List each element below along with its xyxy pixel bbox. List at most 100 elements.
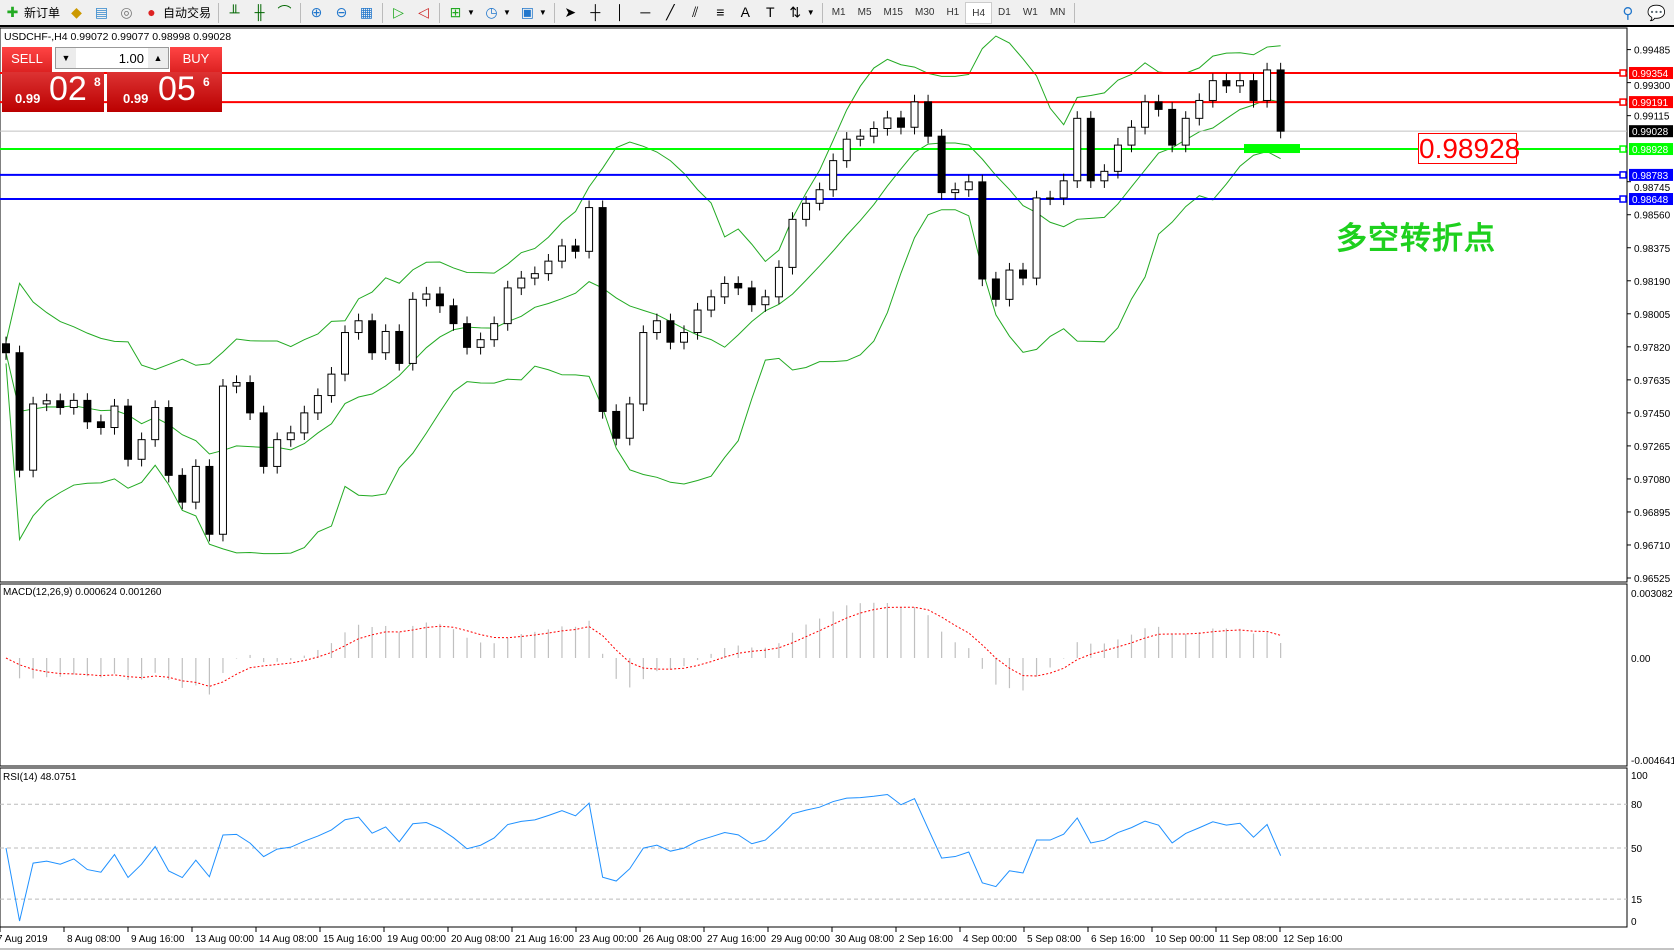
candle-body (883, 117, 892, 130)
buy-button[interactable]: BUY (170, 47, 222, 72)
zoom-in-button[interactable]: ⊕ (304, 1, 329, 25)
timeframe-mn[interactable]: MN (1049, 6, 1066, 18)
separator (553, 2, 555, 23)
candle-body (774, 266, 783, 298)
candle-body (503, 287, 512, 325)
rsi-label: RSI(14) 48.0751 (3, 772, 77, 783)
annotation-text[interactable]: 多空转折点 (1336, 221, 1496, 257)
candle-chart-button[interactable]: ╫ (247, 1, 272, 25)
candle-body (869, 128, 878, 137)
candle-body (218, 385, 227, 535)
candle-body (1086, 117, 1095, 182)
crosshair-icon: ┼ (590, 4, 601, 20)
candle-body (707, 296, 716, 311)
price-tick-label: 0.97450 (1634, 409, 1671, 420)
candle-body (110, 405, 119, 429)
lot-stepper[interactable]: ▼ ▲ (55, 47, 169, 69)
text-button[interactable]: A (733, 1, 758, 25)
candle-body (924, 101, 933, 137)
candle-body (395, 330, 404, 364)
macd-signal-line (5, 606, 1281, 687)
signals-button[interactable]: ◎ (114, 1, 139, 25)
fibonacci-button[interactable]: ≡ (708, 1, 733, 25)
candle-body (734, 282, 743, 289)
price-tick-label: 0.97820 (1634, 343, 1671, 354)
candle-body (598, 207, 607, 412)
candle-body (652, 320, 661, 334)
candle-body (463, 323, 472, 348)
candle-body (1222, 80, 1231, 87)
candle-body (300, 412, 309, 434)
auto-trading-button[interactable]: ● 自动交易 (139, 1, 215, 25)
terminal-button[interactable]: ▤ (89, 1, 114, 25)
search-icon[interactable]: ⚲ (1622, 4, 1634, 22)
candle-body (571, 245, 580, 252)
rsi-tick-label: 80 (1631, 800, 1643, 811)
zoom-out-button[interactable]: ⊖ (329, 1, 354, 25)
separator (218, 2, 220, 23)
periods-button[interactable]: ◷ ▼ (479, 1, 515, 25)
timeframe-m15[interactable]: M15 (883, 6, 903, 18)
lot-increase-icon[interactable]: ▲ (153, 53, 163, 63)
candle-body (286, 432, 295, 441)
toolbar: ✚ 新订单 ◆ ▤ ◎ ● 自动交易 ╨ ╫ ⌒ ⊕ ⊖ ▦ ▷ ◁ ⊞ ▼ ◷ ▼ ▣… (0, 0, 1674, 27)
timeframe-m1[interactable]: M1 (831, 6, 846, 18)
main-chart-frame (0, 27, 1628, 583)
candle-body (666, 320, 675, 343)
vertical-line-button[interactable]: │ (608, 1, 633, 25)
line-chart-button[interactable]: ⌒ (272, 1, 297, 25)
channel-button[interactable]: ⫽ (683, 1, 708, 25)
candle-body (761, 296, 770, 306)
arrows-button[interactable]: ⇅ ▼ (783, 1, 819, 25)
trendline-button[interactable]: ╱ (658, 1, 683, 25)
macd-tick-label: -0.004641 (1631, 756, 1674, 767)
time-label: 15 Aug 16:00 (323, 934, 382, 945)
time-label: 9 Aug 16:00 (131, 934, 185, 945)
candle-body (720, 282, 729, 298)
cursor-button[interactable]: ➤ (558, 1, 583, 25)
candle-body (1059, 180, 1068, 199)
horizontal-line-button[interactable]: ─ (633, 1, 658, 25)
price-annotation-label[interactable]: 0.98928 (1418, 133, 1521, 164)
timeframe-w1[interactable]: W1 (1022, 6, 1038, 18)
separator (439, 2, 441, 23)
crosshair-button[interactable]: ┼ (583, 1, 608, 25)
candle-body (856, 135, 865, 140)
lot-decrease-icon[interactable]: ▼ (61, 53, 71, 63)
timeframe-m30[interactable]: M30 (914, 6, 935, 18)
metaeditor-button[interactable]: ◆ (64, 1, 89, 25)
price-line-label-bg (1629, 168, 1673, 181)
time-label: 30 Aug 08:00 (835, 934, 894, 945)
macd-tick-label: 0.003082 (1631, 589, 1673, 600)
bollinger-middle (5, 98, 1281, 455)
timeframe-d1[interactable]: D1 (998, 6, 1011, 18)
buy-price-button[interactable]: 0.99 05 6 (107, 70, 222, 112)
dropdown-arrow-icon: ▼ (806, 8, 815, 17)
candle-body (1208, 80, 1217, 101)
candle-body (802, 202, 811, 220)
lot-input[interactable] (76, 48, 148, 68)
autoscroll-button[interactable]: ▷ (386, 1, 411, 25)
templates-button[interactable]: ▣ ▼ (515, 1, 551, 25)
candle-body (83, 399, 92, 423)
timeframe-bar: M1 M5 M15 M30 H1 H4 D1 W1 MN (826, 1, 1072, 24)
timeframe-h4[interactable]: H4 (965, 1, 993, 24)
price-tick-label: 0.96895 (1634, 508, 1671, 519)
indicators-button[interactable]: ⊞ ▼ (443, 1, 479, 25)
text-label-button[interactable]: T (758, 1, 783, 25)
bar-chart-button[interactable]: ╨ (222, 1, 247, 25)
new-order-button[interactable]: ✚ 新订单 (0, 1, 64, 25)
separator (821, 2, 823, 23)
price-line-label-bg (1629, 193, 1673, 206)
tile-windows-button[interactable]: ▦ (354, 1, 379, 25)
sell-price-button[interactable]: 0.99 02 8 (2, 70, 104, 112)
candle-body (557, 245, 566, 262)
candle-body (842, 138, 851, 162)
sell-button[interactable]: SELL (2, 47, 52, 72)
timeframe-h1[interactable]: H1 (946, 6, 960, 18)
dropdown-arrow-icon: ▼ (467, 8, 475, 17)
timeframe-m5[interactable]: M5 (857, 6, 872, 18)
chat-icon[interactable]: 💬 (1647, 4, 1666, 22)
chart-shift-button[interactable]: ◁ (411, 1, 436, 25)
